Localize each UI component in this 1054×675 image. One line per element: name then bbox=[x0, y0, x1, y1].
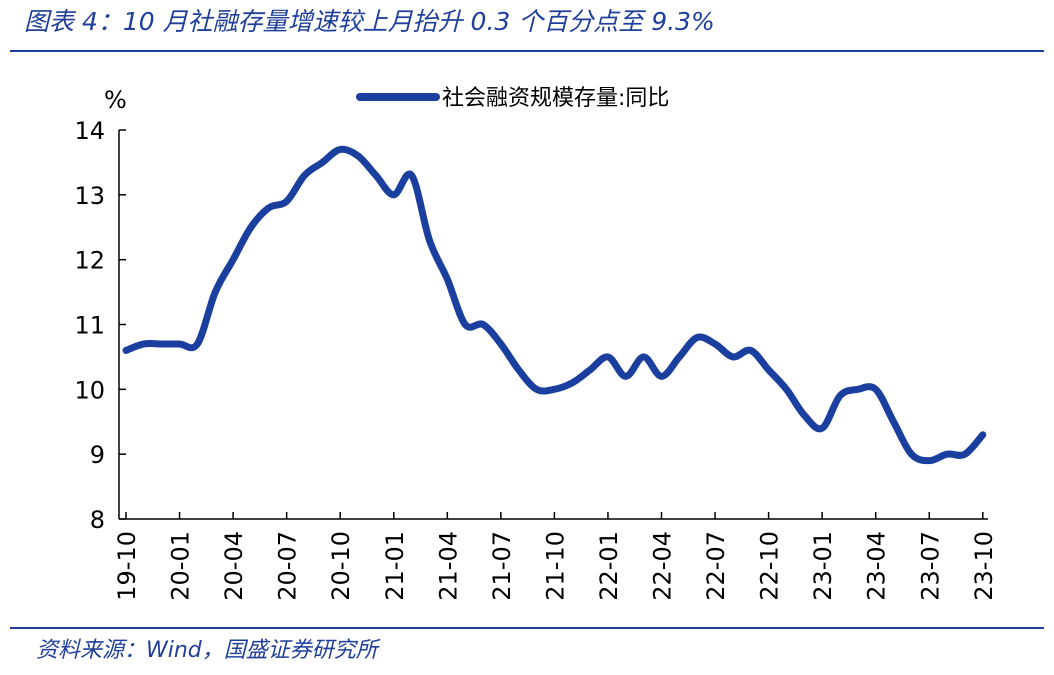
legend: 社会融资规模存量:同比 bbox=[356, 86, 669, 111]
x-tick-label: 19-10 bbox=[113, 531, 141, 601]
x-tick-label: 23-01 bbox=[809, 531, 837, 601]
x-tick-label: 23-04 bbox=[863, 531, 891, 601]
y-tick-label: 9 bbox=[90, 441, 105, 469]
x-tick-label: 22-07 bbox=[702, 531, 730, 601]
x-tick-label: 22-10 bbox=[756, 531, 784, 601]
y-axis-unit-label: % bbox=[104, 86, 127, 114]
tick-labels: 8 9 10 11 12 13 14 19-10 20-01 20-04 20-07 20-10 21-… bbox=[74, 117, 997, 601]
x-tick-label: 22-01 bbox=[595, 531, 623, 601]
y-tick-label: 10 bbox=[74, 376, 105, 404]
x-tick-label: 21-04 bbox=[434, 531, 462, 601]
footer-divider bbox=[10, 627, 1044, 629]
x-tick-label: 23-07 bbox=[916, 531, 944, 601]
x-tick-label: 22-04 bbox=[649, 531, 677, 601]
y-tick-label: 13 bbox=[74, 182, 105, 210]
x-tick-label: 21-01 bbox=[381, 531, 409, 601]
y-tick-label: 8 bbox=[90, 506, 105, 534]
y-tick-label: 11 bbox=[74, 312, 105, 340]
x-tick-label: 20-01 bbox=[167, 531, 195, 601]
x-tick-label: 21-07 bbox=[488, 531, 516, 601]
header-divider bbox=[10, 50, 1044, 52]
x-tick-label: 21-10 bbox=[541, 531, 569, 601]
series-layer bbox=[122, 145, 987, 465]
x-tick-label: 20-07 bbox=[274, 531, 302, 601]
axes bbox=[118, 129, 988, 520]
chart-title: 图表 4：10 月社融存量增速较上月抬升 0.3 个百分点至 9.3% bbox=[24, 7, 715, 36]
y-tick-label: 12 bbox=[74, 247, 105, 275]
legend-label: 社会融资规模存量:同比 bbox=[442, 86, 669, 111]
source-note: 资料来源：Wind，国盛证券研究所 bbox=[36, 638, 378, 663]
series-line bbox=[122, 145, 987, 465]
x-tick-label: 20-10 bbox=[327, 531, 355, 601]
x-tick-label: 23-10 bbox=[970, 531, 998, 601]
x-tick-label: 20-04 bbox=[220, 531, 248, 601]
y-tick-label: 14 bbox=[74, 117, 105, 145]
